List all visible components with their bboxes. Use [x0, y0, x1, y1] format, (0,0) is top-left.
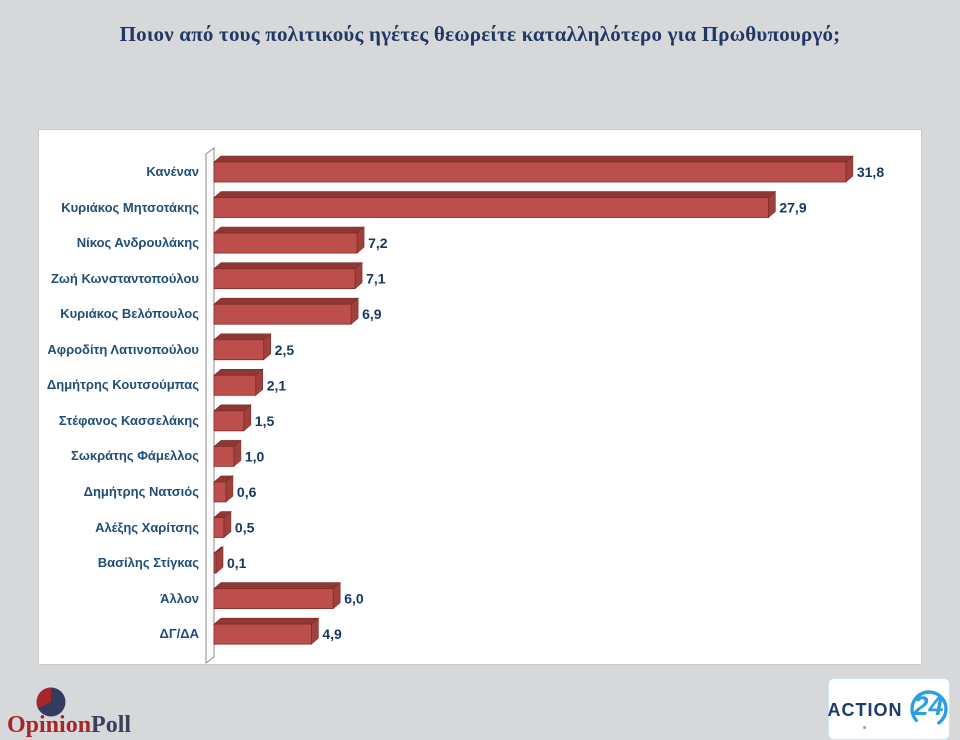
bar-top-face — [213, 369, 264, 376]
category-label: Βασίλης Στίγκας — [97, 555, 199, 571]
category-labels-column: Κανέναν Κυριάκος Μητσοτάκης Νίκος Ανδρουλά… — [39, 130, 199, 666]
bar — [213, 410, 245, 432]
bar — [213, 588, 334, 610]
value-label: 1,5 — [255, 413, 275, 429]
bar-top-face — [213, 333, 272, 341]
bar — [213, 481, 227, 503]
category-label: Σωκράτης Φάμελλος — [71, 448, 199, 464]
value-label: 1,0 — [245, 448, 265, 464]
category-label: Άλλον — [160, 590, 199, 606]
category-label: Δημήτρης Κουτσούμπας — [46, 377, 199, 393]
bar — [213, 374, 257, 396]
category-label: Νίκος Ανδρουλάκης — [76, 235, 199, 251]
page-title: Ποιον από τους πολιτικούς ηγέτες θεωρείτ… — [119, 22, 841, 46]
bar — [213, 161, 847, 183]
category-label: Κανέναν — [146, 164, 199, 179]
chart-panel: Κανέναν Κυριάκος Μητσοτάκης Νίκος Ανδρουλά… — [38, 129, 922, 665]
action24-number-badge: 24 — [907, 687, 951, 731]
bar — [213, 197, 769, 218]
action24-logo: ACTION 24 — [828, 678, 950, 740]
bar-top-face — [213, 262, 363, 269]
value-label: 7,1 — [366, 271, 386, 287]
bar — [213, 339, 265, 361]
value-label: 0,1 — [227, 555, 247, 571]
bar-top-face — [213, 582, 342, 589]
category-label: Αφροδίτη Λατινοπούλου — [47, 341, 199, 357]
pie-chart-icon — [36, 687, 66, 717]
bar-top-face — [213, 155, 854, 163]
bar-top-face — [213, 617, 320, 625]
category-label: Κυριάκος Μητσοτάκης — [61, 199, 199, 215]
category-label: Στέφανος Κασσελάκης — [58, 412, 199, 428]
action24-text: ACTION — [827, 699, 903, 720]
category-label: Ζωή Κωνσταντοπούλου — [50, 270, 199, 286]
opinionpoll-wordmark: OpinionPoll — [7, 712, 131, 739]
value-label: 7,2 — [368, 235, 388, 251]
bar-top-face — [213, 191, 777, 198]
category-label: Αλέξης Χαρίτσης — [95, 519, 199, 535]
bar — [213, 268, 356, 290]
action24-number: 24 — [913, 691, 944, 721]
opinionpoll-logo: OpinionPoll — [0, 670, 180, 738]
category-label: Κυριάκος Βελόπουλος — [60, 306, 199, 322]
bar — [213, 552, 217, 574]
value-label: 6,9 — [362, 306, 382, 322]
value-label: 2,1 — [267, 377, 287, 393]
value-label: 0,6 — [237, 484, 257, 500]
value-label: 0,5 — [235, 520, 255, 536]
plot-svg: 31,8 27,9 7,2 7,1 6,9 2,5 2,1 1,5 1,0 0,6 0,5 0,1 6,… — [205, 147, 884, 664]
bar — [213, 623, 312, 645]
bar — [213, 303, 352, 325]
category-label: ΔΓ/ΔΑ — [159, 626, 199, 642]
bar — [213, 517, 225, 538]
bar-top-face — [213, 226, 365, 234]
3d-wall — [205, 147, 215, 664]
opinionpoll-text-secondary: Poll — [91, 712, 132, 738]
bar-top-face — [213, 297, 359, 305]
bar — [213, 445, 235, 467]
circle-swoosh-icon — [909, 690, 948, 728]
trademark-dot — [863, 726, 866, 729]
value-label: 27,9 — [779, 200, 806, 216]
category-label: Δημήτρης Νατσιός — [83, 483, 199, 499]
bar — [213, 232, 358, 254]
opinionpoll-text-primary: Opinion — [7, 712, 92, 738]
value-label: 6,0 — [344, 591, 364, 607]
value-label: 2,5 — [275, 342, 295, 358]
value-label: 4,9 — [322, 626, 342, 642]
value-label: 31,8 — [857, 164, 884, 180]
bars-group: 31,8 27,9 7,2 7,1 6,9 2,5 2,1 1,5 1,0 0,6 0,5 0,1 6,… — [213, 155, 884, 645]
